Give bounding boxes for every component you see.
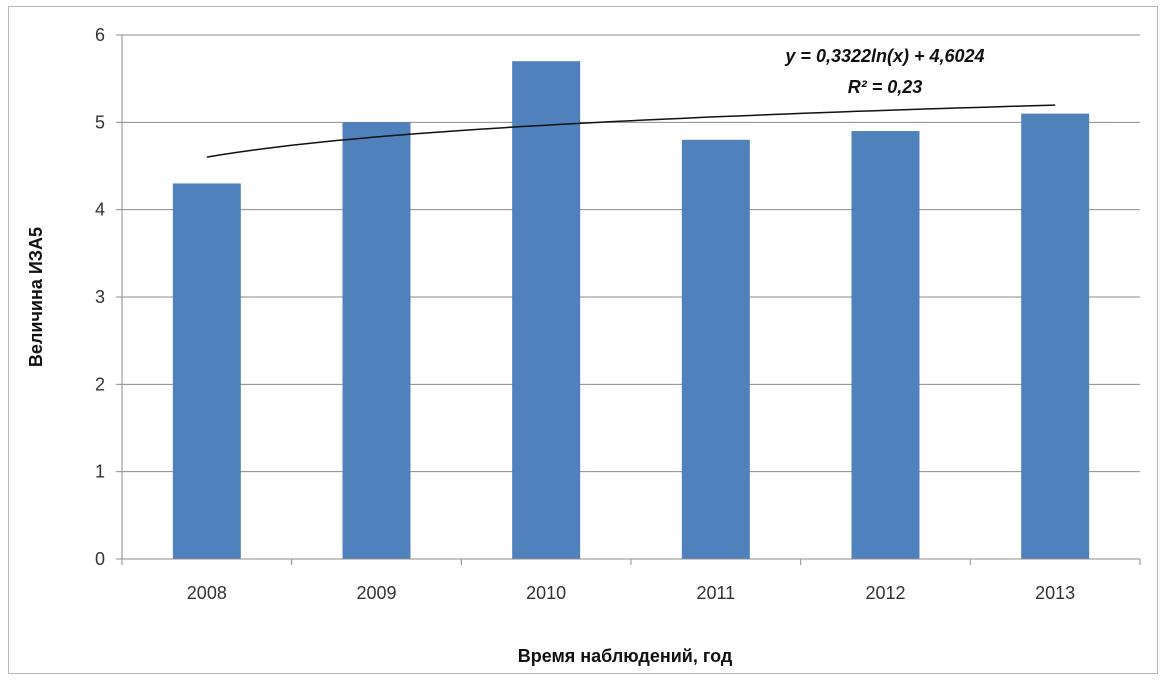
bar-2012: [851, 131, 920, 560]
y-tick-label: 4: [95, 200, 105, 220]
x-tick-label: 2008: [187, 583, 227, 603]
y-tick-label: 5: [95, 112, 105, 132]
trendline-r2: R² = 0,23: [848, 77, 923, 97]
x-tick-label: 2010: [526, 583, 566, 603]
axes: [116, 34, 1141, 565]
x-tick-labels: 2008 2009 2010 2011 2012 2013: [187, 583, 1075, 603]
bar-2009: [342, 122, 411, 559]
bar-2013: [1021, 113, 1090, 559]
trendline: [206, 104, 1056, 158]
y-tick-label: 1: [95, 462, 105, 482]
bar-2011: [681, 139, 750, 560]
y-tick-label: 0: [95, 549, 105, 569]
y-tick-label: 3: [95, 287, 105, 307]
bar-2008: [172, 183, 241, 559]
bars: [172, 61, 1090, 560]
x-axis-title: Время наблюдений, год: [518, 646, 733, 666]
bar-2010: [512, 61, 581, 559]
y-tick-label: 2: [95, 374, 105, 394]
x-tick-label: 2012: [865, 583, 905, 603]
y-axis-title: Величина ИЗА5: [26, 227, 46, 367]
x-tick-label: 2013: [1035, 583, 1075, 603]
y-tick-label: 6: [95, 25, 105, 45]
gridlines: [122, 34, 1140, 473]
y-tick-labels: 0 1 2 3 4 5 6: [95, 25, 105, 569]
trendline-equation: y = 0,3322ln(x) + 4,6024: [784, 46, 984, 66]
x-tick-label: 2011: [696, 583, 735, 603]
x-tick-label: 2009: [356, 583, 396, 603]
